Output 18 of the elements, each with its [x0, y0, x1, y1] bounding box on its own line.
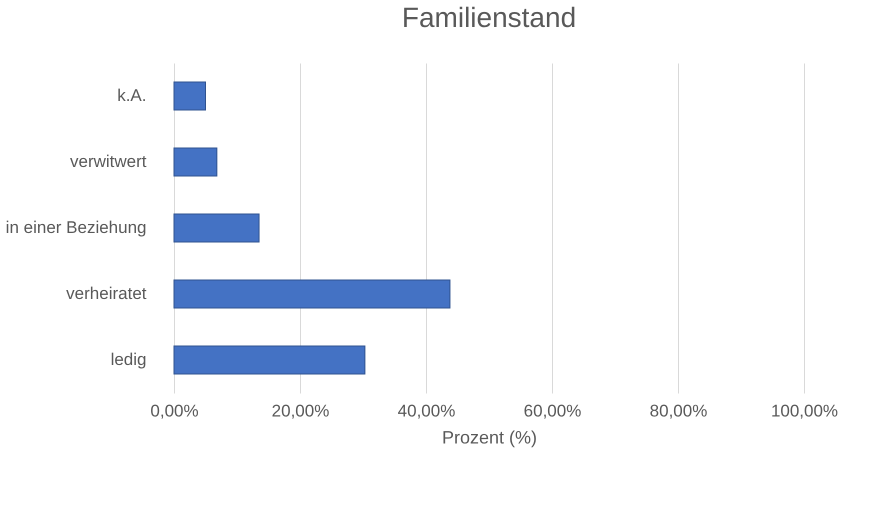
- x-tick-label: 0,00%: [150, 402, 199, 420]
- bar: [174, 148, 218, 176]
- x-tick-label: 80,00%: [650, 402, 708, 420]
- x-tick-label: 40,00%: [398, 402, 456, 420]
- bar: [174, 280, 450, 308]
- y-tick-label: verwitwert: [70, 152, 147, 171]
- x-tick-label: 20,00%: [272, 402, 330, 420]
- bar: [174, 346, 366, 374]
- y-tick-label: verheiratet: [66, 284, 147, 303]
- y-tick-label: in einer Beziehung: [6, 218, 146, 237]
- x-axis-title: Prozent (%): [442, 428, 538, 448]
- chart-title: Familienstand: [402, 2, 576, 33]
- y-tick-label: k.A.: [117, 86, 146, 105]
- bar: [174, 214, 260, 242]
- bar: [174, 82, 206, 110]
- y-tick-label: ledig: [110, 350, 146, 369]
- x-tick-label: 100,00%: [770, 402, 838, 420]
- x-tick-label: 60,00%: [524, 402, 582, 420]
